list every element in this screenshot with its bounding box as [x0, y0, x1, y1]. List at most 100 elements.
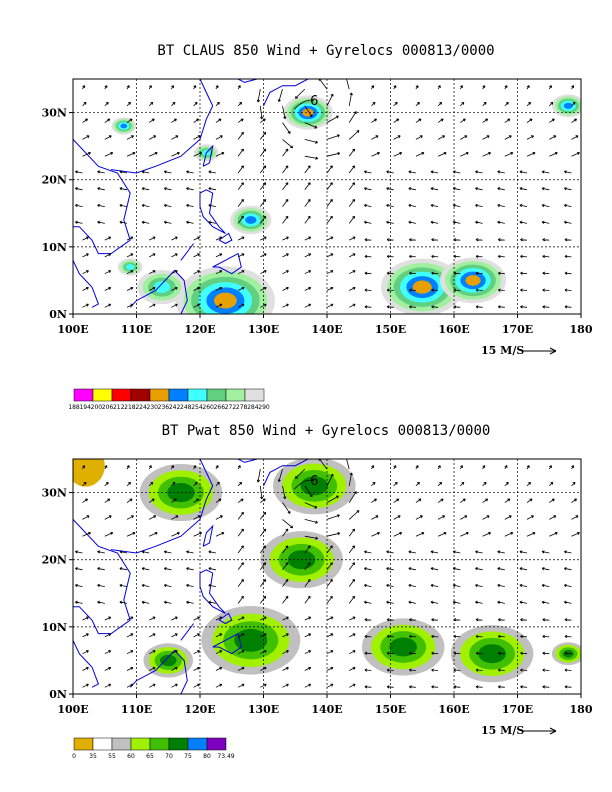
wind-arrow: [571, 481, 576, 487]
wind-arrow: [564, 305, 572, 309]
wind-arrow: [542, 288, 550, 292]
wind-arrow: [237, 182, 244, 191]
wind-arrow: [409, 618, 416, 622]
wind-arrow: [215, 303, 223, 308]
wind-arrow: [497, 254, 505, 259]
wind-arrow: [526, 531, 536, 537]
wind-arrow: [126, 101, 131, 107]
x-tick-label: 150E: [375, 323, 406, 336]
wind-arrow: [104, 118, 111, 123]
wind-arrow: [571, 498, 577, 503]
wind-arrow: [82, 236, 89, 241]
wind-arrow: [452, 220, 461, 224]
wind-arrow: [475, 271, 483, 275]
wind-arrow: [149, 683, 156, 688]
wind-arrow: [119, 550, 128, 554]
wind-arrow: [348, 472, 353, 486]
wind-arrow: [541, 583, 550, 588]
wind-arrow: [475, 634, 483, 639]
wind-arrow: [256, 469, 261, 483]
x-tick-label: 100E: [57, 323, 88, 336]
wind-arrow: [75, 583, 83, 588]
wind-arrow: [259, 528, 267, 537]
wind-arrow: [104, 531, 114, 537]
wind-arrow: [237, 270, 245, 275]
wind-arrow: [193, 633, 200, 638]
wind-arrow: [215, 253, 223, 258]
wind-arrow: [475, 567, 483, 571]
wind-arrow: [237, 236, 245, 241]
wind-arrow: [126, 531, 136, 537]
wind-arrow: [318, 79, 328, 90]
wind-arrow: [415, 135, 423, 140]
field-blob: [73, 459, 105, 487]
wind-arrow: [304, 562, 311, 571]
wind-arrow: [141, 583, 150, 588]
wind-arrow: [497, 583, 505, 588]
wind-arrow: [564, 618, 572, 622]
wind-arrow: [104, 135, 112, 140]
wind-arrow: [452, 550, 461, 554]
wind-arrow: [542, 254, 550, 259]
wind-arrow: [393, 85, 397, 90]
wind-arrow: [526, 85, 530, 90]
wind-arrow: [282, 165, 289, 174]
wind-arrow: [104, 253, 112, 258]
wind-arrow: [237, 579, 244, 587]
wind-arrow: [453, 668, 461, 672]
wind-arrow: [452, 600, 461, 604]
wind-arrow: [549, 118, 555, 123]
wind-arrow: [208, 583, 216, 588]
wind-arrow: [104, 85, 108, 90]
wind-arrow: [460, 135, 468, 140]
wind-arrow: [475, 618, 483, 622]
wind-arrow: [304, 303, 312, 308]
wind-arrow: [415, 118, 422, 123]
wind-arrow: [186, 567, 194, 571]
colorbar-label: 218: [124, 404, 136, 411]
field-blob: [283, 95, 333, 130]
colorbar-label: 248: [180, 404, 192, 411]
wind-arrow: [282, 105, 287, 120]
wind-arrow: [82, 101, 87, 107]
wind-arrow: [549, 101, 554, 107]
wind-arrow: [564, 567, 572, 571]
wind-arrow: [408, 203, 416, 208]
wind-arrow: [193, 683, 200, 688]
wind-arrow: [504, 85, 508, 90]
wind-arrow: [571, 515, 579, 520]
wind-arrow: [171, 616, 178, 621]
wind-arrow: [259, 511, 267, 520]
wind-arrow: [431, 271, 439, 275]
wind-arrow: [386, 685, 394, 689]
wind-arrow: [430, 583, 439, 588]
wind-arrow: [282, 595, 289, 604]
wind-arrow: [437, 498, 444, 503]
wind-arrow: [415, 465, 419, 470]
colorbar-label: 290: [258, 404, 270, 411]
wind-arrow: [282, 122, 291, 134]
wind-arrow: [215, 151, 225, 157]
colorbar-label: 80: [203, 753, 211, 760]
wind-arrow: [282, 303, 289, 308]
wind-arrow: [104, 286, 112, 291]
wind-arrow: [497, 600, 505, 604]
x-tick-label: 130E: [248, 323, 279, 336]
wind-arrow: [548, 85, 552, 90]
wind-arrow: [104, 465, 108, 470]
wind-arrow: [326, 182, 333, 191]
wind-arrow: [497, 203, 505, 208]
wind-arrow: [393, 498, 400, 503]
wind-arrow: [282, 215, 289, 224]
wind-arrow: [564, 238, 572, 242]
wind-arrow: [437, 515, 446, 520]
wind-arrow: [282, 650, 289, 655]
wind-arrow: [519, 600, 528, 604]
coastline-segment: [73, 640, 100, 688]
wind-arrow: [475, 550, 483, 554]
wind-arrow: [497, 220, 505, 224]
wind-arrow: [326, 303, 334, 308]
wind-arrow: [542, 651, 550, 655]
colorbar-label: 55: [108, 753, 116, 760]
wind-arrow: [326, 532, 341, 537]
